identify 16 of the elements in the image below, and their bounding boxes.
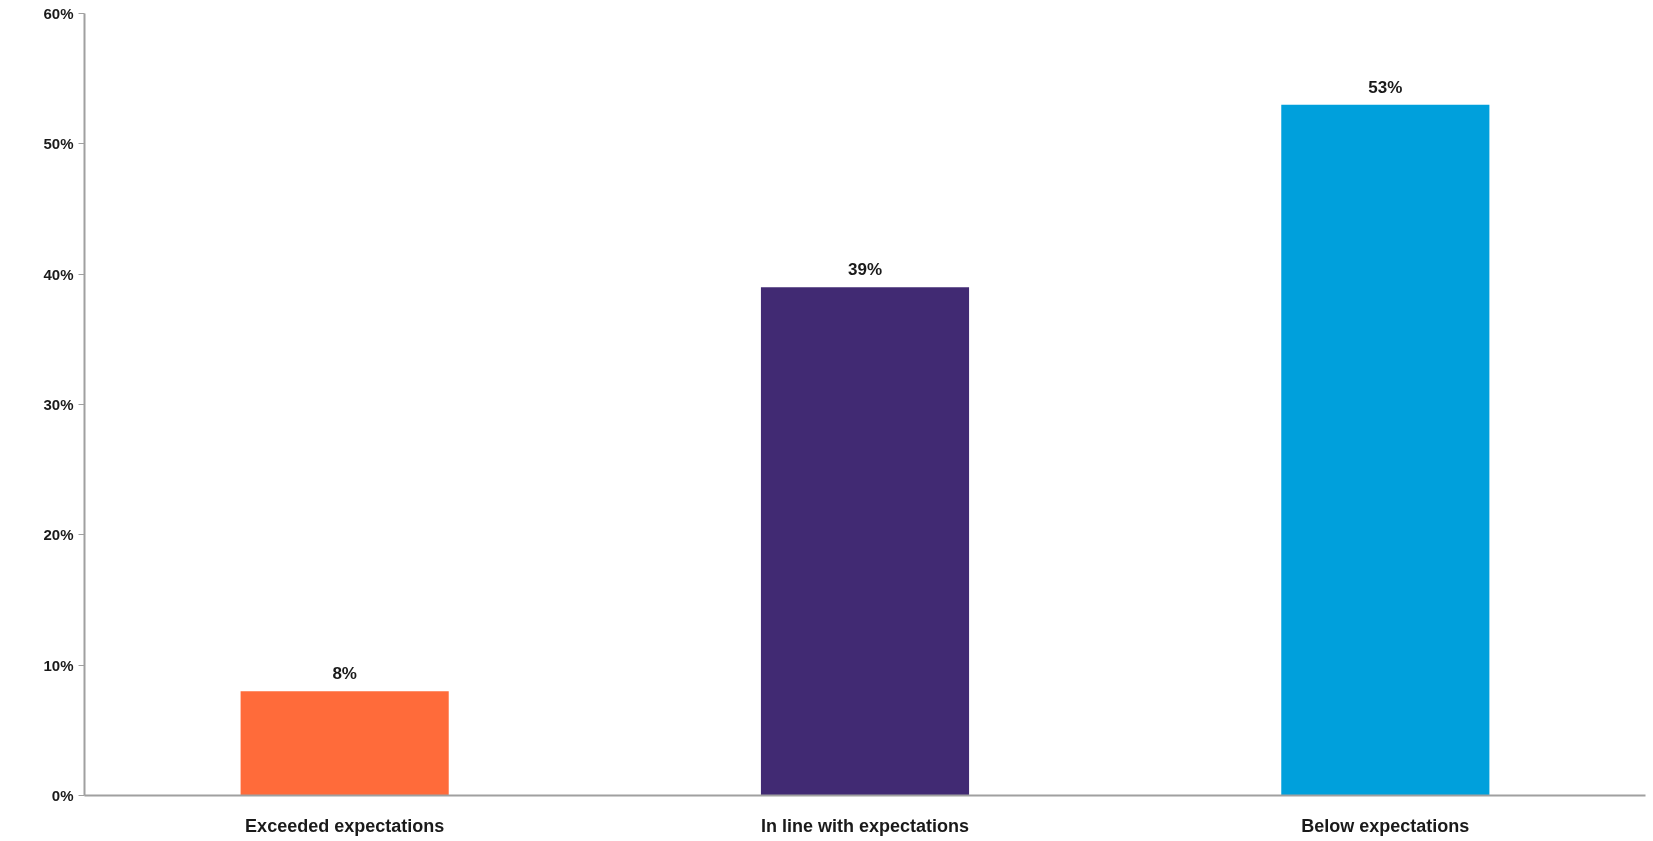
- bar: [240, 691, 449, 796]
- bar: [760, 287, 970, 796]
- x-tick-label: Exceeded expectations: [245, 815, 445, 836]
- y-tick-label: 10%: [43, 656, 74, 674]
- y-tick-label: 60%: [43, 5, 74, 22]
- x-tick-label: Below expectations: [1301, 815, 1470, 836]
- y-tick-label: 0%: [51, 787, 74, 804]
- x-tick-label: In line with expectations: [760, 815, 970, 836]
- y-tick-label: 50%: [43, 135, 74, 153]
- y-tick-label: 20%: [43, 526, 74, 544]
- data-label: 53%: [1368, 77, 1403, 97]
- data-label: 39%: [847, 260, 883, 280]
- data-label: 8%: [332, 664, 357, 684]
- bar: [1281, 104, 1490, 796]
- y-tick-label: 40%: [43, 265, 74, 283]
- y-tick-label: 30%: [43, 396, 74, 413]
